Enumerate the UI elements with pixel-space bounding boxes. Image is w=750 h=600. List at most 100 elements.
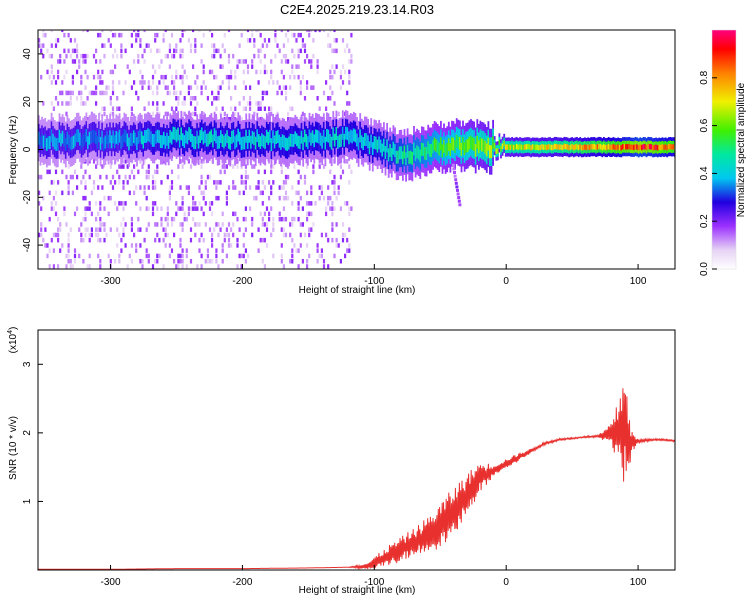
noise-cell [348,164,351,169]
noise-cell [208,201,212,206]
ridge-cell [538,145,540,151]
ridge-cell [454,178,458,182]
ridge-cell [637,145,640,151]
noise-cell [257,48,260,54]
noise-cell [120,43,123,48]
ridge-cell [408,151,411,164]
noise-cell [299,195,302,201]
noise-cell [139,227,142,232]
noise-cell [194,48,197,54]
noise-cell [242,243,245,248]
noise-cell [282,195,285,201]
noise-cell [194,232,197,238]
noise-cell [156,206,159,211]
noise-cell [126,264,129,269]
ridge-cell [177,127,180,141]
ridge-cell [42,135,45,149]
noise-cell [194,206,197,211]
noise-cell [156,259,159,264]
ridge-cell [93,129,96,143]
noise-cell [240,117,243,122]
ridge-cell [321,135,324,149]
noise-cell [339,74,342,80]
noise-cell [181,74,184,80]
noise-cell [78,90,81,96]
noise-cell [329,96,332,101]
noise-cell [221,211,224,217]
noise-cell [202,237,205,243]
noise-cell [88,90,91,96]
noise-cell [65,101,68,106]
noise-cell [151,80,155,85]
noise-cell [88,264,91,269]
noise-cell [215,48,218,54]
noise-cell [299,90,302,96]
ridge-cell [101,130,104,144]
noise-cell [156,101,159,106]
noise-cell [65,222,68,227]
noise-cell [200,232,203,238]
noise-cell [46,69,49,75]
noise-cell [333,38,336,43]
ridge-cell [72,135,75,149]
ridge-cell [340,133,343,147]
noise-cell [183,69,186,75]
ridge-cell [609,144,612,150]
ridge-cell [77,129,80,143]
noise-cell [211,43,214,48]
noise-cell [189,48,193,54]
noise-cell [133,232,136,238]
noise-cell [42,237,45,243]
noise-cell [57,216,60,222]
ridge-cell [610,144,613,151]
noise-cell [322,90,326,96]
noise-cell [65,53,68,59]
ridge-cell [313,134,316,148]
noise-cell [204,259,207,264]
colorbar: 0.00.20.40.60.8 Normalized spectral ampl… [699,29,747,276]
noise-cell [109,30,112,33]
noise-cell [206,259,209,264]
noise-cell [291,201,294,206]
noise-cell [327,264,330,269]
ridge-cell [451,163,455,167]
noise-cell [312,164,315,169]
ridge-cell [626,144,629,150]
noise-cell [73,38,77,43]
noise-cell [76,43,79,48]
noise-cell [120,48,123,54]
noise-cell [156,253,159,259]
noise-cell [208,174,212,180]
ridge-cell [500,146,502,152]
ridge-cell [201,127,203,141]
noise-cell [259,48,262,54]
noise-cell [173,216,176,222]
ridge-cell [568,145,570,151]
ridge-cell [623,144,626,150]
noise-cell [179,48,182,54]
ridge-cell [68,134,70,148]
noise-cell [200,164,203,169]
noise-cell [162,32,165,38]
noise-cell [265,227,269,232]
noise-cell [232,211,235,217]
noise-cell [246,253,250,259]
noise-cell [297,64,300,69]
noise-cell [103,195,106,201]
noise-cell [249,96,252,101]
noise-cell [211,90,214,96]
noise-cell [156,164,159,169]
noise-cell [194,222,197,227]
ridge-cell [60,133,62,147]
noise-cell [52,195,55,201]
noise-cell [333,69,336,75]
noise-cell [135,38,138,43]
noise-cell [202,69,205,75]
ridge-cell [272,130,274,144]
ridge-cell [356,133,358,147]
ridge-cell [580,145,583,151]
noise-cell [82,216,85,222]
noise-cell [156,90,159,96]
ridge-cell [99,136,102,150]
noise-cell [225,164,228,169]
